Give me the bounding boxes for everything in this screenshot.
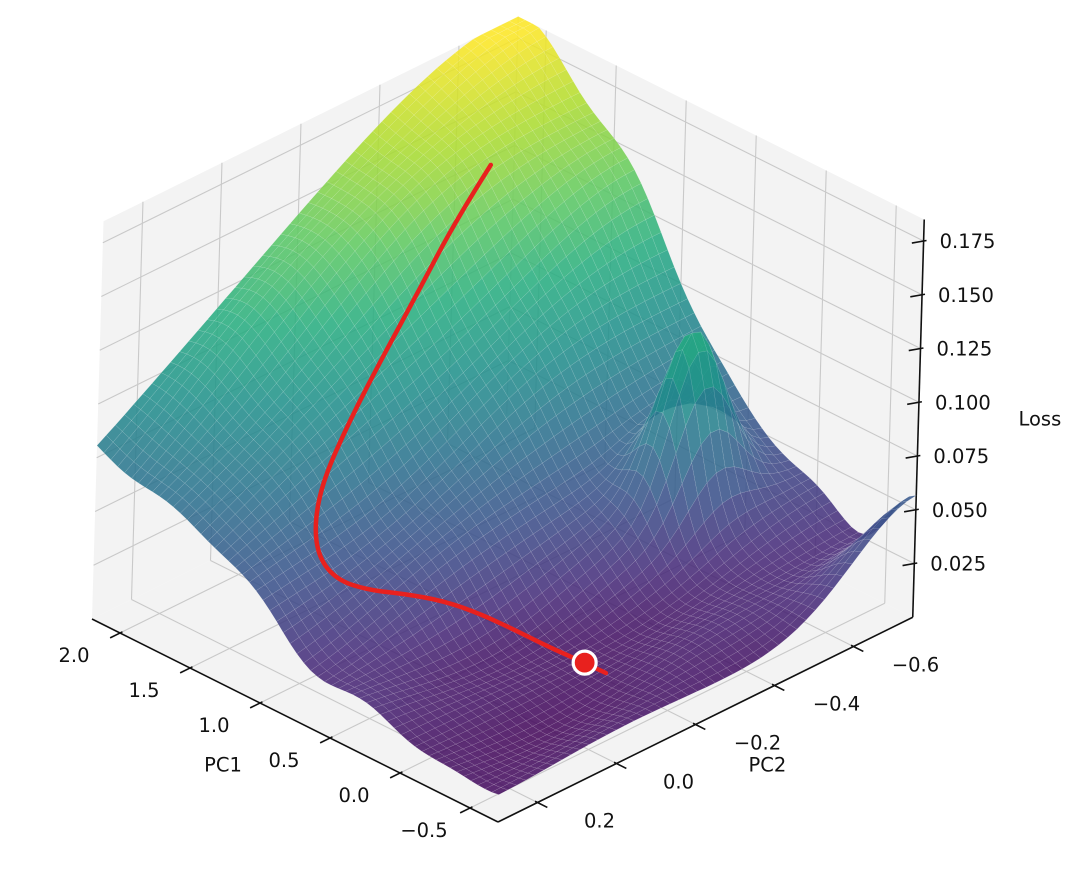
y-axis-label: PC2 (748, 754, 786, 777)
z-tick-label: 0.025 (930, 553, 986, 576)
x-tick-label: 2.0 (58, 644, 89, 667)
x-tick-label: −0.5 (400, 819, 447, 842)
grid-line (884, 205, 897, 604)
grid-line (179, 666, 193, 674)
x-tick-label: 1.5 (128, 679, 159, 702)
grid-line (692, 722, 706, 731)
loss-surface (96, 16, 917, 795)
grid-line (91, 618, 499, 823)
grid-line (249, 701, 263, 709)
grid-line (907, 400, 923, 406)
grid-line (902, 562, 918, 567)
y-tick-label: 0.0 (663, 771, 694, 794)
z-tick-label: 0.050 (932, 499, 988, 522)
grid-line (389, 771, 403, 779)
grid-line (109, 631, 123, 639)
grid-line (319, 736, 333, 744)
grid-line (905, 454, 921, 459)
grid-line (534, 800, 548, 809)
trajectory-line (313, 162, 609, 676)
y-tick-label: −0.2 (734, 732, 781, 755)
optimization-trajectory (313, 162, 609, 676)
x-tick-label: 0.5 (268, 749, 299, 772)
x-axis-label: PC1 (204, 754, 242, 777)
grid-line (903, 508, 919, 513)
y-tick-label: −0.4 (813, 693, 860, 716)
z-tick-label: 0.075 (933, 445, 989, 468)
grid-line (613, 761, 627, 770)
y-tick-label: −0.6 (892, 654, 939, 677)
x-tick-label: 0.0 (338, 784, 369, 807)
grid-line (850, 644, 864, 653)
z-axis-label: Loss (1018, 407, 1061, 430)
z-tick-label: 0.125 (937, 338, 993, 361)
axes: 2.0 1.5 1.0 0.5 0.0 −0.5 0.2 0.0 −0.2 −0.4 −0.6 0.0… (58, 219, 1061, 842)
grid-line (469, 602, 885, 809)
z-tick-label: 0.175 (940, 230, 996, 253)
z-tick-label: 0.150 (938, 284, 994, 307)
grid-line (497, 616, 914, 823)
y-tick-label: 0.2 (584, 810, 615, 833)
z-tick-label: 0.100 (935, 391, 991, 414)
grid-line (911, 219, 926, 618)
grid-line (459, 806, 473, 814)
grid-line (771, 683, 785, 692)
grid-line (517, 37, 924, 242)
x-tick-label: 1.0 (198, 714, 229, 737)
grid-line (911, 239, 927, 244)
grid-line (908, 347, 924, 352)
end-marker-dot (571, 649, 598, 676)
grid-line (910, 293, 926, 298)
